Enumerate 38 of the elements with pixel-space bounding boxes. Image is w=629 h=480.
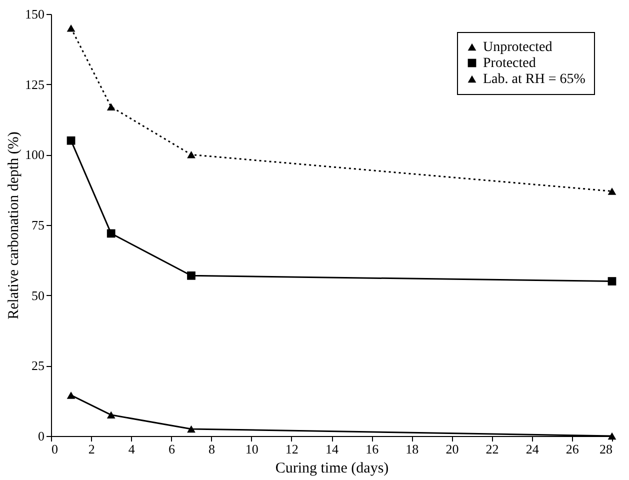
x-tick-label: 6 xyxy=(168,442,176,456)
point xyxy=(608,188,616,195)
x-tick-label: 28 xyxy=(600,442,612,456)
legend-label: Lab. at RH = 65% xyxy=(483,72,586,87)
y-axis-title: Relative carbonation depth (%) xyxy=(6,132,22,320)
y-tick-label: 100 xyxy=(25,147,44,162)
point xyxy=(187,271,196,280)
x-tick-label: 24 xyxy=(526,442,540,456)
point xyxy=(66,392,76,399)
point xyxy=(608,277,616,286)
y-tick-label: 125 xyxy=(25,76,44,92)
point xyxy=(106,229,116,238)
y-tick-label: 25 xyxy=(32,358,44,374)
point xyxy=(66,24,76,32)
x-tick-label: 14 xyxy=(326,442,339,456)
y-tick-label: 0 xyxy=(38,428,44,444)
x-tick-label: 26 xyxy=(566,442,580,456)
legend-label: Unprotected xyxy=(483,40,552,55)
point xyxy=(187,425,196,433)
x-tick-label: 20 xyxy=(446,442,459,456)
legend-label: Protected xyxy=(483,56,536,71)
x-tick-label: 12 xyxy=(285,442,298,456)
x-tick-label: 10 xyxy=(245,442,258,456)
x-tick-label: 16 xyxy=(366,442,380,456)
x-tick-label: 22 xyxy=(486,442,499,456)
x-tick-label: 0 xyxy=(52,442,58,456)
point xyxy=(66,136,76,145)
point xyxy=(106,103,116,110)
x-tick-label: 8 xyxy=(208,442,216,456)
x-tick-label: 18 xyxy=(406,442,419,456)
x-tick-label: 4 xyxy=(128,442,136,456)
x-axis-title: Curing time (days) xyxy=(275,460,389,476)
point xyxy=(187,151,196,158)
y-tick-label: 50 xyxy=(32,288,44,303)
y-tick-label: 75 xyxy=(32,218,44,232)
x-tick-label: 2 xyxy=(88,442,95,456)
point xyxy=(106,411,116,419)
y-tick-label: 150 xyxy=(25,6,44,22)
